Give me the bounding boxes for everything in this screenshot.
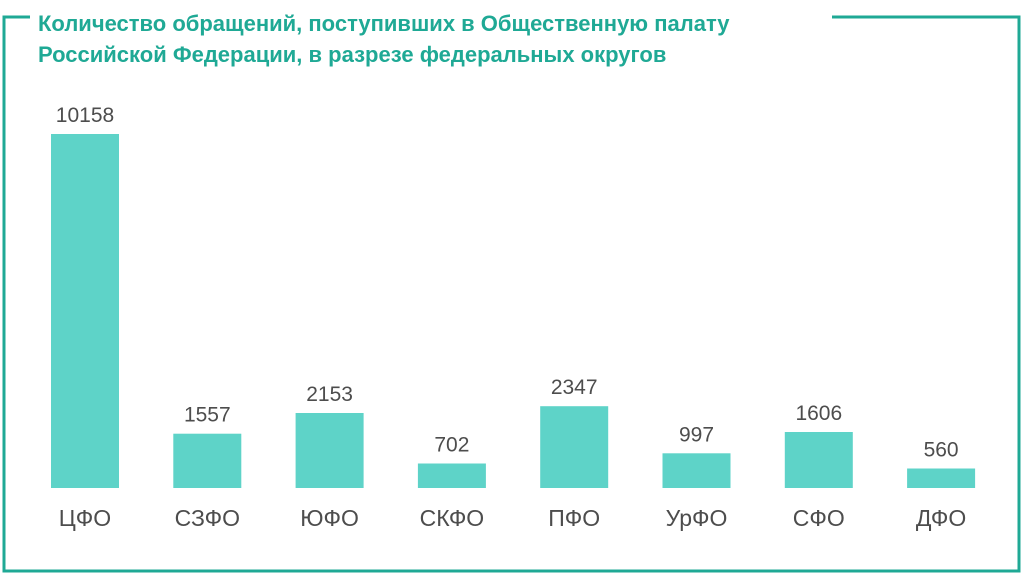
value-label-7: 560	[924, 439, 959, 462]
value-label-4: 2347	[551, 376, 598, 399]
value-label-0: 10158	[56, 104, 114, 127]
chart-title: Количество обращений, поступивших в Обще…	[38, 8, 828, 70]
value-label-3: 702	[434, 434, 469, 457]
chart-title-line-1: Количество обращений, поступивших в Обще…	[38, 11, 730, 36]
category-label-4: ПФО	[548, 505, 600, 531]
category-label-0: ЦФО	[59, 505, 111, 531]
frame-border	[2, 15, 1021, 573]
bars-group	[51, 134, 976, 488]
value-label-5: 997	[679, 423, 714, 446]
category-label-6: СФО	[793, 505, 845, 531]
category-labels-group: ЦФО СЗФО ЮФО СКФО ПФО УрФО СФО ДФО	[59, 505, 967, 531]
value-label-2: 2153	[306, 383, 353, 406]
chart-title-line-2: Российской Федерации, в разрезе федераль…	[38, 42, 667, 67]
category-label-5: УрФО	[666, 505, 728, 531]
value-labels-group: 10158 1557 2153 702 2347 997 1606 560	[56, 104, 959, 462]
bar-5	[662, 453, 731, 488]
bar-7	[907, 468, 976, 488]
value-label-6: 1606	[795, 402, 842, 425]
category-label-7: ДФО	[916, 505, 966, 531]
bar-3	[417, 463, 486, 488]
category-label-3: СКФО	[420, 505, 485, 531]
bar-2	[295, 413, 364, 488]
category-label-1: СЗФО	[175, 505, 240, 531]
bar-1	[173, 433, 242, 488]
value-label-1: 1557	[184, 404, 231, 427]
bar-0	[51, 134, 119, 488]
category-label-2: ЮФО	[300, 505, 359, 531]
bar-6	[784, 432, 853, 488]
bar-4	[540, 406, 609, 488]
